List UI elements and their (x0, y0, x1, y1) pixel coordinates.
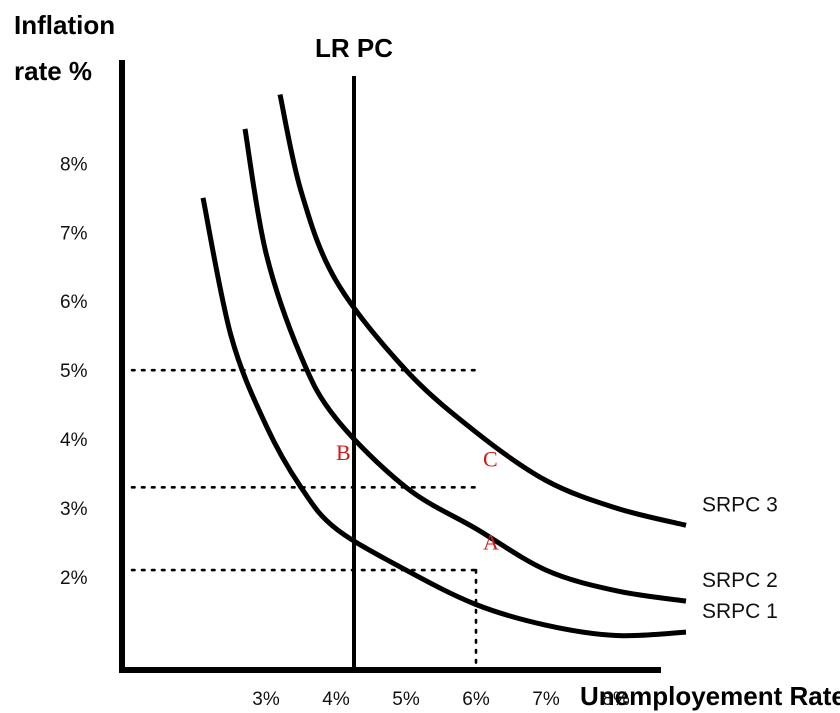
x-axis-title: Unemployement Rate % (580, 681, 840, 711)
y-tick-label: 7% (60, 223, 88, 244)
srpc-curve-labels: SRPC 1 SRPC 2 SRPC 3 (702, 493, 778, 623)
y-axis-title-line1: Inflation (14, 10, 115, 40)
y-tick-label: 3% (60, 499, 88, 520)
srpc-curve-2 (242, 128, 687, 604)
x-tick-label: 3% (252, 689, 280, 710)
y-tick-label: 4% (60, 430, 88, 451)
equilibrium-point-labels: A B C (336, 440, 499, 555)
x-tick-label: 8% (602, 689, 630, 710)
point-label-a: A (483, 529, 499, 554)
y-axis-title-line2: rate % (14, 56, 92, 86)
point-label-c: C (483, 447, 498, 472)
srpc-label-3: SRPC 3 (702, 493, 778, 516)
x-tick-label: 4% (322, 689, 350, 710)
x-tick-labels: 3% 4% 5% 6% 7% 8% (252, 689, 630, 710)
x-tick-label: 6% (462, 689, 490, 710)
y-tick-labels: 8% 7% 6% 5% 4% 3% 2% (60, 154, 88, 589)
srpc-curve-3 (277, 93, 687, 528)
reference-dotted-lines (130, 368, 478, 672)
x-tick-label: 5% (392, 689, 420, 710)
srpc-curves (200, 93, 687, 639)
y-tick-label: 5% (60, 361, 88, 382)
y-tick-label: 6% (60, 292, 88, 313)
srpc-curve-1 (200, 197, 687, 639)
srpc-label-1: SRPC 1 (702, 600, 778, 623)
y-tick-label: 2% (60, 568, 88, 589)
srpc-label-2: SRPC 2 (702, 569, 778, 592)
x-tick-label: 7% (532, 689, 560, 710)
point-label-b: B (336, 440, 351, 465)
lrpc-label: LR PC (315, 33, 393, 63)
y-tick-label: 8% (60, 154, 88, 175)
